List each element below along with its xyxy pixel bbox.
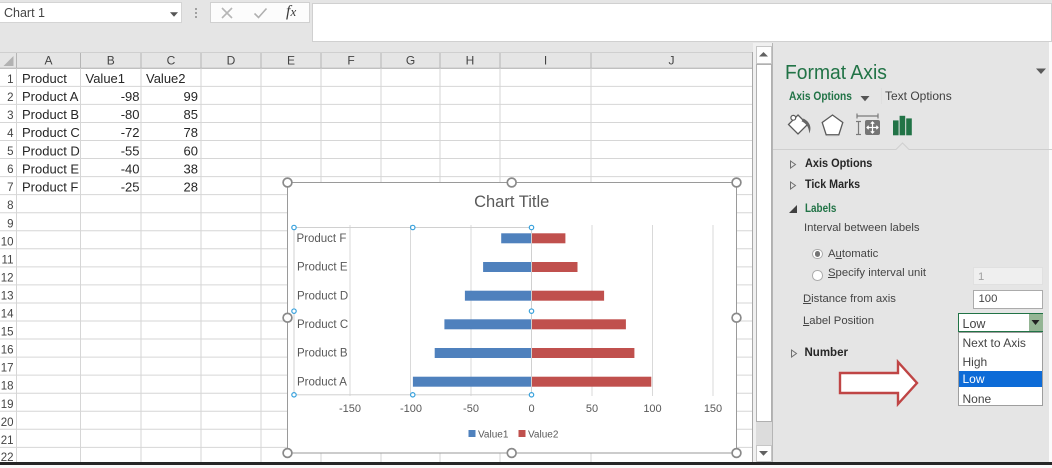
svg-text:Product E: Product E bbox=[22, 161, 79, 176]
svg-text:-72: -72 bbox=[121, 125, 140, 140]
svg-text:-98: -98 bbox=[121, 89, 140, 104]
svg-text:-40: -40 bbox=[121, 161, 140, 176]
svg-text:Product A: Product A bbox=[22, 89, 79, 104]
svg-text:Product B: Product B bbox=[297, 348, 348, 360]
svg-text:18: 18 bbox=[1, 381, 14, 393]
svg-text:150: 150 bbox=[704, 403, 722, 415]
svg-text:H: H bbox=[466, 54, 475, 68]
svg-text:4: 4 bbox=[7, 128, 14, 140]
svg-text:7: 7 bbox=[7, 182, 13, 194]
svg-text:B: B bbox=[107, 54, 115, 68]
svg-text:10: 10 bbox=[1, 236, 14, 248]
svg-text:21: 21 bbox=[1, 435, 14, 447]
svg-text:85: 85 bbox=[184, 107, 198, 122]
svg-text:100: 100 bbox=[643, 403, 661, 415]
svg-text:Value2: Value2 bbox=[528, 430, 559, 441]
svg-text:Product F: Product F bbox=[22, 179, 78, 194]
svg-text:C: C bbox=[167, 54, 176, 68]
svg-text:3: 3 bbox=[7, 110, 13, 122]
svg-text:16: 16 bbox=[1, 345, 14, 357]
svg-text:22: 22 bbox=[1, 452, 14, 464]
svg-text:Product E: Product E bbox=[297, 262, 348, 274]
svg-text:0: 0 bbox=[528, 403, 534, 415]
svg-text:J: J bbox=[669, 54, 675, 68]
svg-text:78: 78 bbox=[184, 125, 198, 140]
svg-text:11: 11 bbox=[2, 254, 14, 266]
svg-text:D: D bbox=[227, 54, 236, 68]
svg-text:99: 99 bbox=[184, 89, 198, 104]
svg-text:Product F: Product F bbox=[297, 233, 347, 245]
svg-text:13: 13 bbox=[1, 290, 14, 302]
svg-text:E: E bbox=[287, 54, 295, 68]
svg-text:Product C: Product C bbox=[22, 125, 80, 140]
svg-text:I: I bbox=[544, 54, 547, 68]
svg-text:Product D: Product D bbox=[22, 143, 80, 158]
svg-text:-150: -150 bbox=[339, 403, 361, 415]
svg-text:60: 60 bbox=[184, 143, 198, 158]
svg-text:8: 8 bbox=[7, 200, 13, 212]
svg-text:-80: -80 bbox=[121, 107, 140, 122]
svg-text:Product D: Product D bbox=[297, 290, 348, 302]
svg-text:38: 38 bbox=[184, 161, 198, 176]
svg-text:2: 2 bbox=[7, 92, 13, 104]
svg-text:-50: -50 bbox=[463, 403, 479, 415]
svg-text:Product B: Product B bbox=[22, 107, 79, 122]
svg-text:Value1: Value1 bbox=[478, 430, 509, 441]
svg-text:15: 15 bbox=[1, 327, 14, 339]
svg-text:-25: -25 bbox=[121, 179, 140, 194]
svg-text:Product: Product bbox=[22, 71, 67, 86]
svg-text:Product A: Product A bbox=[297, 376, 347, 388]
svg-text:1: 1 bbox=[7, 74, 13, 86]
svg-text:Chart Title: Chart Title bbox=[474, 193, 549, 211]
svg-text:19: 19 bbox=[1, 399, 14, 411]
svg-text:-55: -55 bbox=[121, 143, 140, 158]
svg-text:G: G bbox=[406, 54, 415, 68]
svg-text:20: 20 bbox=[1, 417, 14, 429]
svg-text:9: 9 bbox=[7, 218, 13, 230]
svg-text:-100: -100 bbox=[400, 403, 422, 415]
svg-text:Value2: Value2 bbox=[146, 71, 186, 86]
svg-text:Value1: Value1 bbox=[86, 71, 126, 86]
svg-text:6: 6 bbox=[7, 164, 13, 176]
svg-text:28: 28 bbox=[184, 179, 198, 194]
svg-text:5: 5 bbox=[7, 146, 13, 158]
svg-text:50: 50 bbox=[586, 403, 598, 415]
svg-text:14: 14 bbox=[1, 309, 14, 321]
svg-text:Product C: Product C bbox=[297, 319, 348, 331]
svg-text:F: F bbox=[347, 54, 354, 68]
svg-text:17: 17 bbox=[1, 363, 14, 375]
svg-text:A: A bbox=[44, 54, 52, 68]
svg-text:12: 12 bbox=[1, 272, 14, 284]
